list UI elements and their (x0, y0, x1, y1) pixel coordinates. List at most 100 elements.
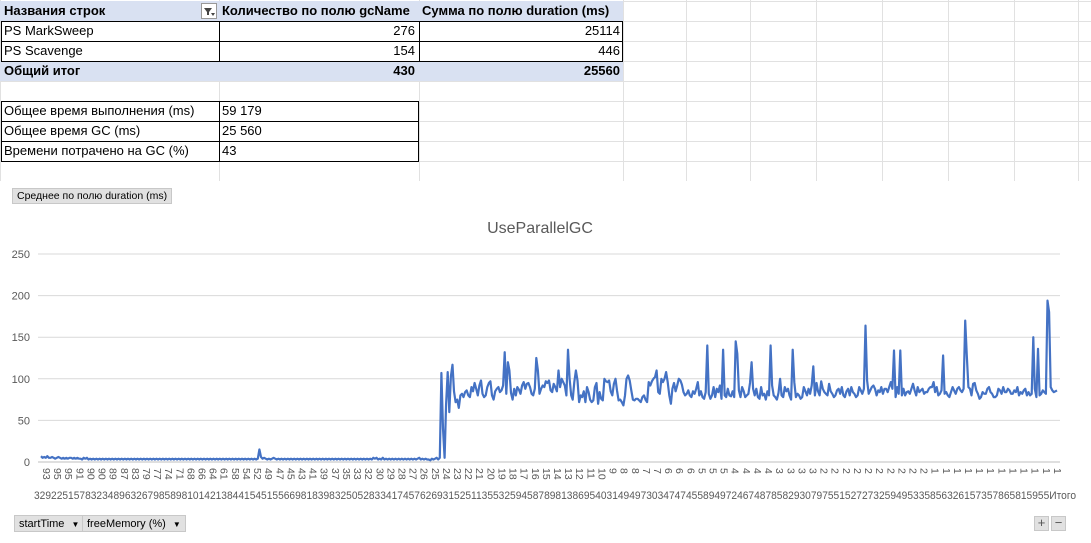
x-tick-label: 3 (795, 468, 807, 474)
x-tick-label: 93 (40, 468, 52, 480)
summary-label: Общее время GC (ms) (4, 123, 141, 138)
x-tick-label: 24 (440, 468, 452, 480)
x-tick-label: 83 (129, 468, 141, 480)
x-tick-label: 2 (873, 468, 885, 474)
x-tick-label: 12 (573, 468, 585, 480)
x-tick-label: 43 (296, 468, 308, 480)
pivot-row-name[interactable]: PS MarkSweep (4, 23, 94, 38)
x-tick-label: 45 (284, 468, 296, 480)
y-tick-label: 0 (24, 457, 30, 469)
axis-field-label: startTime (19, 518, 65, 530)
pivot-total-fill (0, 61, 623, 81)
x-tick-label: 2 (895, 468, 907, 474)
x-tick-label: 32 (362, 468, 374, 480)
summary-value[interactable]: 25 560 (222, 123, 262, 138)
x-tick-label: 95 (62, 468, 74, 480)
pivot-row-sum: 446 (598, 43, 620, 58)
x-tick-label: 21 (473, 468, 485, 480)
x-tick-label: 79 (140, 468, 152, 480)
pivot-total-count: 430 (393, 63, 415, 78)
x-tick-label: 22 (462, 468, 474, 480)
x-outer-labels: 3292251578323489632679858981014213844154… (34, 490, 1076, 502)
y-tick-label: 200 (12, 291, 30, 303)
expand-field-button[interactable]: + (1034, 516, 1049, 531)
x-tick-label: 58 (229, 468, 241, 480)
x-tick-label: 1 (951, 468, 963, 474)
x-tick-label: 1 (973, 468, 985, 474)
x-tick-label: 19 (495, 468, 507, 480)
x-tick-label: 71 (173, 468, 185, 480)
dropdown-arrow-icon: ▼ (172, 520, 181, 529)
x-tick-label: 37 (329, 468, 341, 480)
x-tick-label: 5 (695, 468, 707, 474)
x-tick-label: 1 (940, 468, 952, 474)
summary-table-border (1, 101, 419, 162)
pivot-chart[interactable]: Среднее по полю duration (ms) UseParalle… (0, 181, 1091, 543)
x-tick-label: 4 (729, 468, 741, 474)
x-tick-label: 2 (840, 468, 852, 474)
x-tick-label: 26 (418, 468, 430, 480)
y-tick-label: 50 (18, 415, 30, 427)
x-tick-label: 29 (384, 468, 396, 480)
axis-field-label: freeMemory (%) (87, 518, 166, 530)
y-tick-label: 150 (12, 332, 30, 344)
pivot-header-rows[interactable]: Названия строк (4, 3, 106, 18)
x-tick-label: 6 (662, 468, 674, 474)
x-tick-label: 2 (851, 468, 863, 474)
x-tick-label: 20 (484, 468, 496, 480)
summary-value[interactable]: 43 (222, 143, 237, 158)
x-tick-label: 3 (773, 468, 785, 474)
x-tick-label: 4 (740, 468, 752, 474)
x-tick-label: 95 (51, 468, 63, 480)
x-tick-label: 54 (240, 468, 252, 480)
x-tick-label: 18 (507, 468, 519, 480)
x-tick-label: 6 (673, 468, 685, 474)
x-tick-label: 2 (829, 468, 841, 474)
x-tick-label: 25 (429, 468, 441, 480)
summary-value[interactable]: 59 179 (222, 103, 262, 118)
x-tick-label: 4 (762, 468, 774, 474)
x-tick-label: 16 (529, 468, 541, 480)
x-tick-label: 4 (751, 468, 763, 474)
x-tick-label: 61 (218, 468, 230, 480)
chart-title: UseParallelGC (487, 220, 593, 237)
pivot-header-count: Количество по полю gcName (222, 3, 410, 18)
x-tick-label: 28 (395, 468, 407, 480)
value-field-button[interactable]: Среднее по полю duration (ms) (12, 188, 173, 204)
x-tick-label: 1 (929, 468, 941, 474)
x-tick-label: 1 (962, 468, 974, 474)
pivot-total-sum: 25560 (583, 63, 620, 78)
y-tick-label: 250 (12, 249, 30, 261)
x-tick-label: 52 (251, 468, 263, 480)
x-tick-label: 5 (718, 468, 730, 474)
collapse-field-button[interactable]: − (1051, 516, 1066, 531)
x-tick-label: 2 (884, 468, 896, 474)
x-tick-label: 30 (373, 468, 385, 480)
x-tick-label: 39 (318, 468, 330, 480)
pivot-row-name[interactable]: PS Scavenge (4, 43, 83, 58)
x-tick-label: 2 (906, 468, 918, 474)
x-tick-label: 87 (118, 468, 130, 480)
filter-dropdown-icon[interactable] (201, 3, 217, 19)
pivot-header-fill (0, 1, 623, 21)
x-tick-label: 23 (451, 468, 463, 480)
x-tick-label: 27 (407, 468, 419, 480)
x-tick-label: 1 (1018, 468, 1030, 474)
axis-field-button-starttime[interactable]: startTime ▼ (14, 515, 85, 532)
x-tick-label: 13 (562, 468, 574, 480)
pivot-total-label: Общий итог (4, 63, 81, 78)
x-tick-label: 5 (707, 468, 719, 474)
x-tick-label: 49 (262, 468, 274, 480)
pivot-row-count: 276 (393, 23, 415, 38)
x-tick-label: 64 (207, 468, 219, 480)
summary-label: Времени потрачено на GC (%) (4, 143, 189, 158)
x-tick-label: 90 (84, 468, 96, 480)
axis-field-button-freememory[interactable]: freeMemory (%) ▼ (82, 515, 186, 532)
x-tick-label: 8 (629, 468, 641, 474)
x-tick-label: 47 (273, 468, 285, 480)
x-tick-label: 15 (540, 468, 552, 480)
x-tick-label: 1 (984, 468, 996, 474)
x-tick-label: 90 (96, 468, 108, 480)
